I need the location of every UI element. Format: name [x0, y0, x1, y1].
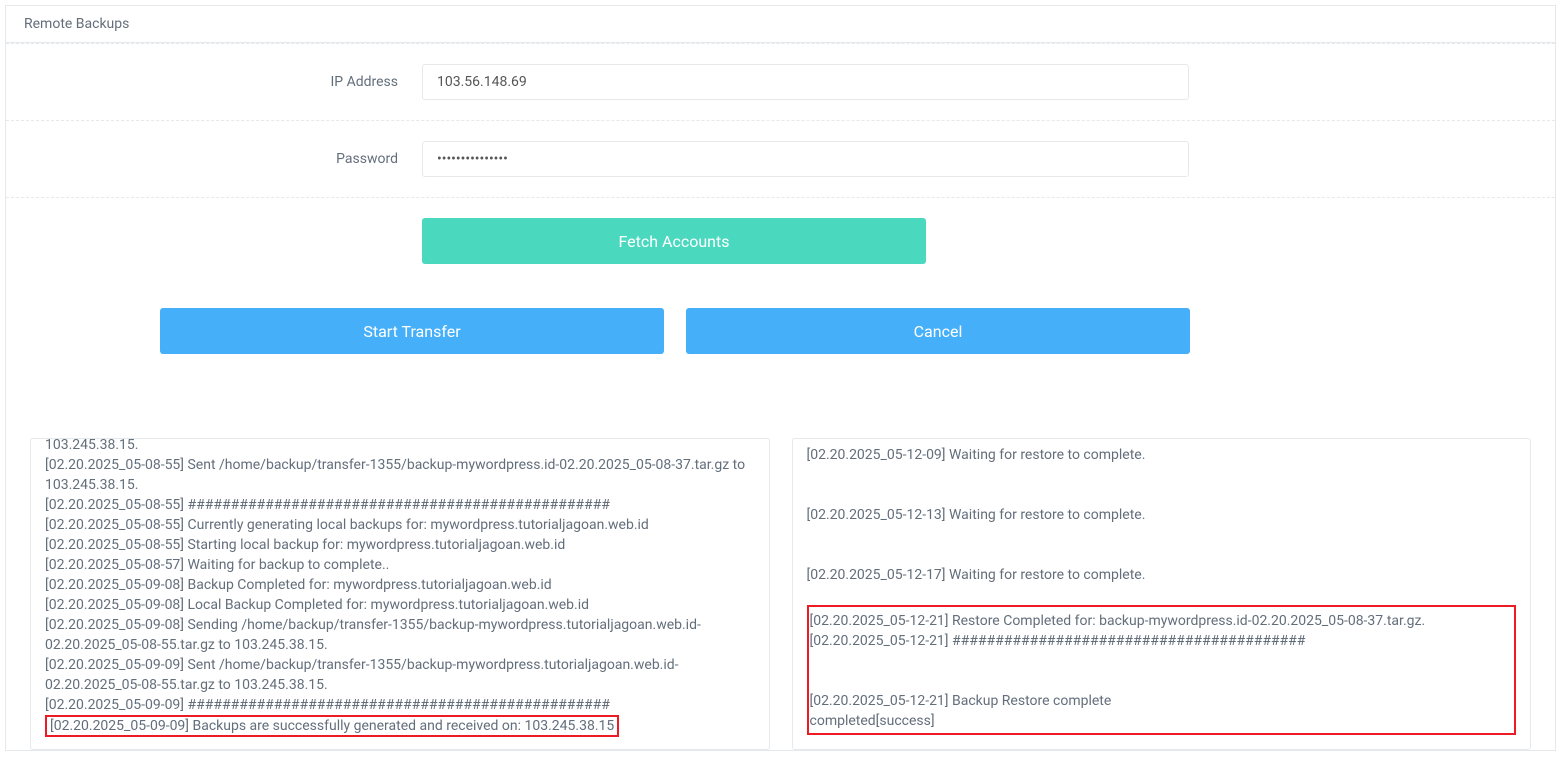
- log-line: [02.20.2025_05-09-08] Sending /home/back…: [45, 615, 755, 655]
- log-line: [02.20.2025_05-08-57] Waiting for backup…: [45, 555, 755, 575]
- remote-backups-panel: Remote Backups IP Address Password Fetch…: [5, 5, 1556, 751]
- log-line-highlighted: [02.20.2025_05-09-09] Backups are succes…: [45, 715, 755, 737]
- cancel-button[interactable]: Cancel: [686, 308, 1190, 354]
- log-line: [02.20.2025_05-08-55] Currently generati…: [45, 515, 755, 535]
- fetch-accounts-button[interactable]: Fetch Accounts: [422, 218, 926, 264]
- log-line: [02.20.2025_05-09-08] Local Backup Compl…: [45, 595, 755, 615]
- log-line: [02.20.2025_05-08-55] ##################…: [45, 495, 755, 515]
- log-line: 103.245.38.15.: [45, 438, 755, 455]
- form-row-ip: IP Address: [6, 43, 1555, 120]
- password-input[interactable]: [422, 141, 1189, 177]
- action-row: Start Transfer Cancel: [6, 284, 1555, 380]
- log-line: [02.20.2025_05-12-21] ##################…: [810, 631, 1509, 651]
- log-line: [02.20.2025_05-12-09] Waiting for restor…: [807, 445, 1517, 465]
- log-line: [02.20.2025_05-12-21] Backup Restore com…: [810, 691, 1509, 711]
- fetch-row: Fetch Accounts: [6, 197, 1555, 284]
- log-line: [807, 545, 1517, 565]
- log-line: [02.20.2025_05-12-13] Waiting for restor…: [807, 505, 1517, 525]
- start-transfer-button[interactable]: Start Transfer: [160, 308, 664, 354]
- ip-label: IP Address: [6, 74, 422, 90]
- log-line: [807, 485, 1517, 505]
- password-label: Password: [6, 151, 422, 167]
- panel-title: Remote Backups: [6, 6, 1555, 43]
- log-highlighted-block: [02.20.2025_05-12-21] Restore Completed …: [807, 605, 1517, 735]
- log-line: [02.20.2025_05-09-08] Backup Completed f…: [45, 575, 755, 595]
- logs-container: 103.245.38.15.[02.20.2025_05-08-55] Sent…: [6, 438, 1555, 750]
- form-row-password: Password: [6, 120, 1555, 197]
- log-line: [810, 671, 1509, 691]
- log-line: [02.20.2025_05-08-55] Sent /home/backup/…: [45, 455, 755, 495]
- log-line: [807, 465, 1517, 485]
- log-line: [02.20.2025_05-08-55] Starting local bac…: [45, 535, 755, 555]
- log-line: completed[success]: [810, 711, 1509, 731]
- log-line: [807, 525, 1517, 545]
- log-line: [02.20.2025_05-12-17] Waiting for restor…: [807, 565, 1517, 585]
- log-line: [02.20.2025_05-12-21] Restore Completed …: [810, 611, 1509, 631]
- transfer-log-panel[interactable]: 103.245.38.15.[02.20.2025_05-08-55] Sent…: [30, 438, 770, 750]
- log-line: [02.20.2025_05-09-09] ##################…: [45, 695, 755, 715]
- ip-address-input[interactable]: [422, 64, 1189, 100]
- log-line: [807, 585, 1517, 605]
- log-line: [810, 651, 1509, 671]
- log-line: [02.20.2025_05-09-09] Sent /home/backup/…: [45, 655, 755, 695]
- restore-log-panel[interactable]: [02.20.2025_05-12-09] Waiting for restor…: [792, 438, 1532, 750]
